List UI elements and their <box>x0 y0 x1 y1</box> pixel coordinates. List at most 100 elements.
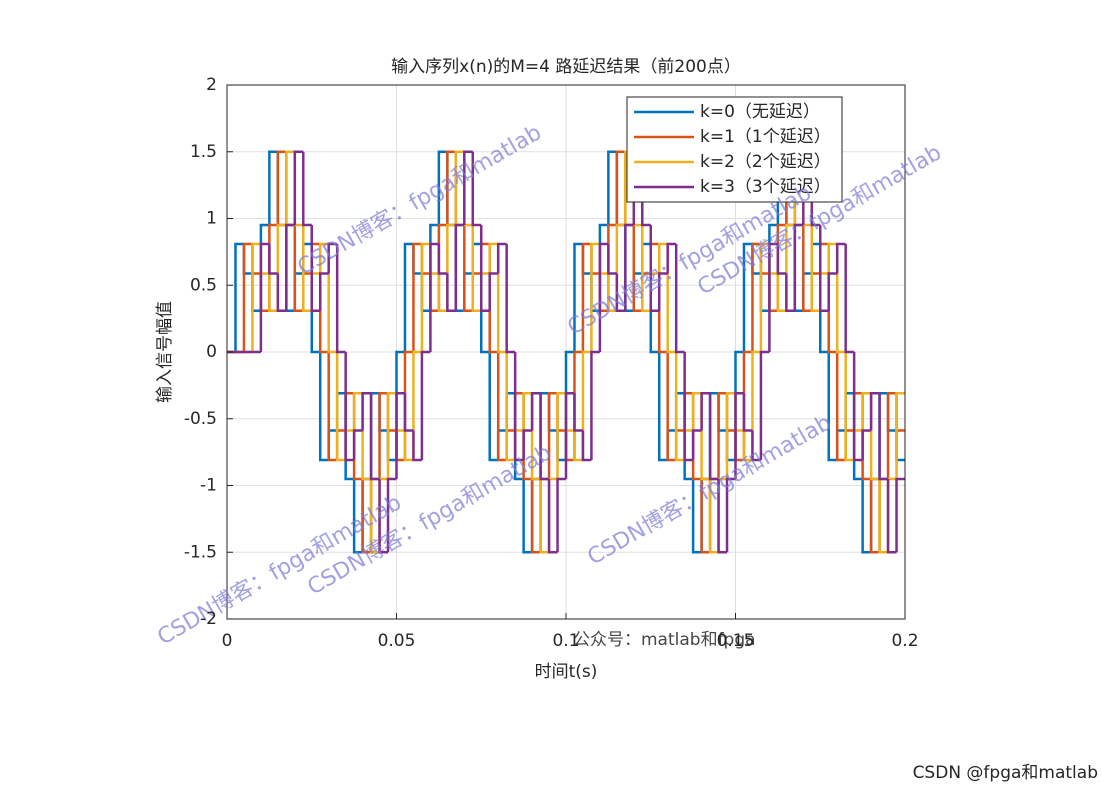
step <box>318 352 329 462</box>
step <box>327 352 338 462</box>
step <box>624 223 634 311</box>
step <box>403 430 414 462</box>
step <box>598 242 609 352</box>
step <box>251 242 261 352</box>
step <box>869 392 880 431</box>
step <box>496 352 507 462</box>
legend-label: k=0（无延迟） <box>700 102 820 122</box>
step <box>420 350 431 461</box>
step <box>861 392 872 431</box>
watermark: 公众号：matlab和fpga <box>573 630 756 650</box>
step <box>539 393 550 481</box>
step <box>302 225 312 312</box>
step <box>395 392 405 479</box>
step <box>471 225 482 312</box>
step <box>725 392 736 479</box>
step <box>895 392 905 479</box>
step <box>378 478 389 554</box>
step <box>242 242 253 352</box>
step <box>742 430 753 462</box>
step <box>547 392 558 479</box>
step <box>276 273 287 312</box>
step <box>581 242 592 352</box>
step <box>666 243 677 354</box>
y-tick-label: -2 <box>200 609 217 629</box>
step <box>776 243 787 275</box>
step <box>488 352 499 462</box>
step <box>768 242 778 352</box>
step <box>751 242 761 352</box>
step <box>369 478 380 554</box>
step <box>878 393 889 481</box>
step <box>708 478 719 554</box>
y-tick-label: 1 <box>206 209 217 229</box>
series <box>227 150 905 554</box>
step <box>691 429 702 461</box>
legend-label: k=1（1个延迟） <box>700 127 831 147</box>
step <box>861 429 872 461</box>
step <box>302 151 312 227</box>
step <box>581 350 592 461</box>
step <box>700 392 711 431</box>
step <box>759 350 770 461</box>
x-tick-label: 0.1 <box>552 631 579 651</box>
step <box>886 478 897 554</box>
step <box>386 477 397 553</box>
step <box>590 350 600 461</box>
step <box>674 243 685 354</box>
step <box>776 273 787 312</box>
step <box>751 350 761 461</box>
step <box>505 352 516 462</box>
step <box>607 243 617 275</box>
x-tick-label: 0 <box>222 631 233 651</box>
step <box>522 478 533 554</box>
x-tick-label: 0.15 <box>717 631 755 651</box>
step <box>539 478 550 554</box>
legend-label: k=3（3个延迟） <box>700 177 831 197</box>
step <box>734 392 744 479</box>
step <box>361 392 372 431</box>
step <box>293 150 304 226</box>
step <box>674 352 685 462</box>
step <box>547 478 558 554</box>
step <box>827 242 838 274</box>
step <box>742 242 753 352</box>
step <box>352 429 363 461</box>
step <box>446 273 456 312</box>
step <box>285 150 295 226</box>
step <box>683 352 694 462</box>
x-axis-label: 时间t(s) <box>535 662 598 682</box>
step <box>793 223 804 311</box>
step <box>835 243 846 354</box>
step <box>564 392 575 479</box>
watermark: CSDN @fpga和matlab <box>913 763 1098 783</box>
step <box>844 352 855 462</box>
legend: k=0（无延迟） k=1（1个延迟） k=2（2个延迟） k=3（3个延迟） <box>626 96 843 203</box>
step <box>573 430 583 462</box>
step <box>412 350 422 461</box>
y-tick-label: -0.5 <box>184 409 217 429</box>
step <box>480 225 490 312</box>
step <box>657 242 668 274</box>
step <box>819 225 829 312</box>
step <box>649 225 660 312</box>
step <box>352 478 363 554</box>
step <box>632 225 643 312</box>
step <box>522 392 533 431</box>
step <box>657 352 668 462</box>
step <box>488 272 499 311</box>
step <box>742 393 753 432</box>
step <box>581 430 592 462</box>
legend-label: k=2（2个延迟） <box>700 152 831 172</box>
step <box>607 150 617 226</box>
step <box>666 352 677 462</box>
step <box>488 242 499 274</box>
step <box>530 478 541 554</box>
step <box>717 478 728 554</box>
step <box>785 273 795 312</box>
step <box>878 478 889 554</box>
y-tick-label: 1.5 <box>190 142 217 162</box>
step <box>641 225 651 312</box>
step <box>844 243 855 354</box>
